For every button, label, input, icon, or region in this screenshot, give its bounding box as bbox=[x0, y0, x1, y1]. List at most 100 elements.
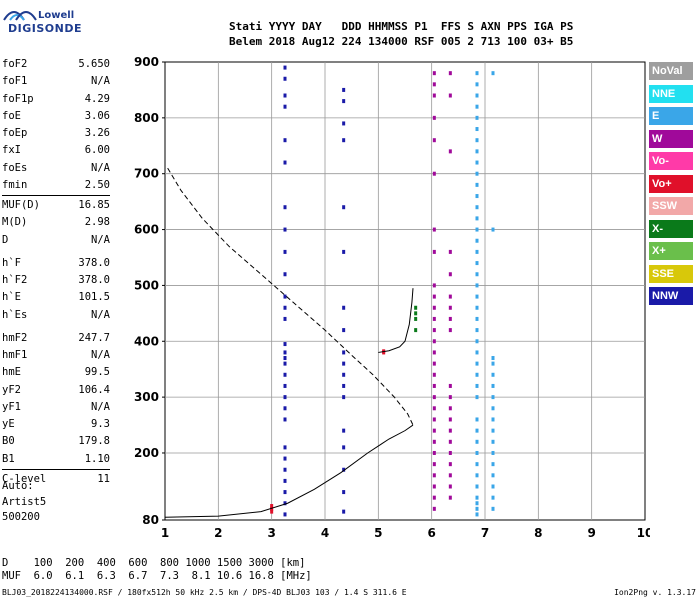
param-row: h`Es N/A bbox=[2, 307, 110, 324]
echo-point bbox=[342, 99, 346, 104]
echo-point bbox=[475, 71, 479, 76]
echo-point bbox=[283, 356, 287, 361]
echo-point bbox=[432, 372, 436, 377]
param-row: fmin 2.50 bbox=[2, 177, 110, 194]
x-tick-label: 1 bbox=[161, 526, 169, 540]
param-label: foF2 bbox=[2, 58, 28, 70]
echo-point bbox=[448, 71, 452, 76]
echo-point bbox=[342, 121, 346, 126]
x-tick-label: 8 bbox=[534, 526, 542, 540]
param-label: h`Es bbox=[2, 308, 28, 321]
legend-item: SSW bbox=[649, 197, 693, 215]
plot-area bbox=[164, 61, 646, 521]
echo-point bbox=[432, 350, 436, 355]
echo-point bbox=[283, 383, 287, 388]
logo-line1: Lowell bbox=[38, 10, 75, 21]
param-row: foF1p 4.29 bbox=[2, 91, 110, 108]
param-value: N/A bbox=[91, 308, 110, 321]
legend: NoVal NNE E W Vo- Vo+ SSW X- X+ SSE NNW bbox=[649, 62, 693, 310]
echo-point bbox=[342, 361, 346, 366]
ionogram-chart: 1 2 3 4 5 6 7 8 9 10 900 800 700 600 500 400 300 200 80 bbox=[134, 56, 650, 540]
legend-item: X- bbox=[649, 219, 693, 238]
echo-point bbox=[432, 450, 436, 455]
param-value: 5.650 bbox=[78, 58, 110, 70]
param-label: hmF2 bbox=[2, 331, 28, 344]
param-row: foF1 N/A bbox=[2, 73, 110, 90]
param-label: yE bbox=[2, 418, 15, 430]
param-value: 101.5 bbox=[78, 291, 110, 304]
param-row: D N/A bbox=[2, 232, 110, 249]
d-row: D 100 200 400 600 800 1000 1500 3000 [km… bbox=[2, 557, 306, 569]
echo-point bbox=[283, 342, 287, 347]
echo-point bbox=[475, 361, 479, 366]
param-label: h`F bbox=[2, 256, 21, 269]
param-separator bbox=[2, 468, 110, 470]
param-label: h`F2 bbox=[2, 274, 28, 286]
echo-point bbox=[448, 272, 452, 277]
echo-point bbox=[475, 249, 479, 254]
echo-point bbox=[432, 328, 436, 333]
echo-point bbox=[491, 450, 495, 455]
param-row: foE 3.06 bbox=[2, 108, 110, 125]
y-tick-label: 300 bbox=[134, 390, 159, 404]
param-value: 3.06 bbox=[84, 109, 110, 122]
param-value: 6.00 bbox=[84, 144, 110, 157]
echo-point bbox=[414, 305, 418, 310]
echo-point bbox=[283, 490, 287, 495]
echo-point bbox=[491, 484, 495, 489]
echo-point bbox=[283, 361, 287, 366]
echo-point bbox=[448, 316, 452, 321]
param-value: 16.85 bbox=[78, 199, 110, 211]
echo-point bbox=[283, 501, 287, 506]
echo-point bbox=[491, 506, 495, 511]
echo-point bbox=[491, 495, 495, 500]
param-label: hmE bbox=[2, 366, 21, 379]
param-value: N/A bbox=[91, 400, 110, 413]
param-row: B0 179.8 bbox=[2, 433, 110, 450]
echo-point bbox=[448, 495, 452, 500]
legend-item: E bbox=[649, 107, 693, 125]
echo-point bbox=[283, 305, 287, 310]
echo-point bbox=[283, 227, 287, 232]
echo-point bbox=[432, 316, 436, 321]
echo-point bbox=[432, 395, 436, 400]
echo-point bbox=[432, 428, 436, 433]
echo-point bbox=[432, 383, 436, 388]
echo-point bbox=[475, 227, 479, 232]
y-tick-label: 800 bbox=[134, 111, 159, 125]
param-label: foEp bbox=[2, 127, 28, 139]
echo-point bbox=[283, 445, 287, 450]
auto-line1: Auto: bbox=[2, 480, 34, 492]
param-row: h`F 378.0 bbox=[2, 255, 110, 272]
param-label: h`E bbox=[2, 291, 21, 304]
x-tick-label: 9 bbox=[587, 526, 595, 540]
echo-point bbox=[491, 361, 495, 366]
param-row: hmF2 247.7 bbox=[2, 330, 110, 347]
param-row: hmE 99.5 bbox=[2, 364, 110, 381]
echo-point bbox=[432, 406, 436, 411]
x-tick-label: 7 bbox=[481, 526, 489, 540]
echo-point bbox=[432, 417, 436, 422]
echo-point bbox=[342, 383, 346, 388]
param-label: B0 bbox=[2, 435, 15, 448]
echo-point bbox=[270, 506, 274, 511]
echo-point bbox=[283, 205, 287, 210]
legend-item: X+ bbox=[649, 242, 693, 260]
echo-point bbox=[432, 462, 436, 467]
x-tick-label: 3 bbox=[267, 526, 275, 540]
param-label: M(D) bbox=[2, 216, 28, 229]
echo-point bbox=[475, 383, 479, 388]
echo-point bbox=[475, 506, 479, 511]
param-label: C-level bbox=[2, 472, 47, 485]
echo-point bbox=[414, 328, 418, 333]
echo-point bbox=[475, 182, 479, 187]
echo-point bbox=[475, 372, 479, 377]
param-value: 3.26 bbox=[84, 127, 110, 139]
parameters-panel: foF2 5.650 foF1 N/A foF1p 4.29 foE 3.06 foEp 3.26… bbox=[2, 56, 110, 488]
echo-point bbox=[475, 261, 479, 266]
echo-point bbox=[283, 395, 287, 400]
echo-point bbox=[270, 509, 274, 514]
echo-point bbox=[448, 395, 452, 400]
echo-point bbox=[283, 478, 287, 483]
echo-point bbox=[491, 71, 495, 76]
